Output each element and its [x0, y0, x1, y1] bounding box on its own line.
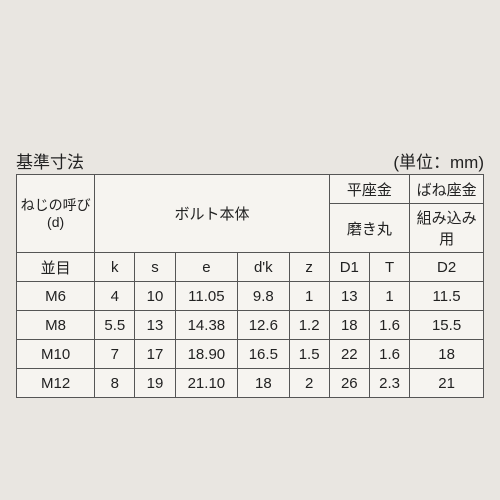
th-k: k	[95, 253, 135, 282]
th-kumikomi: 組み込み用	[410, 204, 484, 253]
th-coarse: 並目	[17, 253, 95, 282]
th-thread-l1: ねじの呼び	[21, 197, 91, 213]
table-row: M12 8 19 21.10 18 2 26 2.3 21	[17, 369, 484, 398]
th-e: e	[175, 253, 238, 282]
cell-z: 2	[289, 369, 329, 398]
th-migaki: 磨き丸	[329, 204, 409, 253]
cell-z: 1.2	[289, 311, 329, 340]
cell-dk: 18	[238, 369, 289, 398]
table-row: M6 4 10 11.05 9.8 1 13 1 11.5	[17, 282, 484, 311]
cell-D1: 18	[329, 311, 369, 340]
cell-s: 13	[135, 311, 175, 340]
th-D1: D1	[329, 253, 369, 282]
th-D2: D2	[410, 253, 484, 282]
th-spring-washer: ばね座金	[410, 175, 484, 204]
header-row: 基準寸法 (単位：mm)	[16, 148, 484, 173]
cell-k: 5.5	[95, 311, 135, 340]
cell-k: 8	[95, 369, 135, 398]
cell-s: 10	[135, 282, 175, 311]
th-flat-washer: 平座金	[329, 175, 409, 204]
spec-table: ねじの呼び (d) ボルト本体 平座金 ばね座金 磨き丸 組み込み用 並目 k …	[16, 174, 484, 398]
th-bolt-body: ボルト本体	[95, 175, 330, 253]
cell-D2: 21	[410, 369, 484, 398]
table-head: ねじの呼び (d) ボルト本体 平座金 ばね座金 磨き丸 組み込み用 並目 k …	[17, 175, 484, 282]
cell-z: 1.5	[289, 340, 329, 369]
cell-T: 2.3	[369, 369, 409, 398]
cell-e: 21.10	[175, 369, 238, 398]
cell-e: 14.38	[175, 311, 238, 340]
cell-D2: 11.5	[410, 282, 484, 311]
th-s: s	[135, 253, 175, 282]
th-T: T	[369, 253, 409, 282]
cell-D2: 15.5	[410, 311, 484, 340]
canvas: 基準寸法 (単位：mm) ねじの呼び (d) ボルト本体 平座金 ばね座金	[0, 0, 500, 500]
table-body: M6 4 10 11.05 9.8 1 13 1 11.5 M8 5.5 13 …	[17, 282, 484, 398]
cell-e: 11.05	[175, 282, 238, 311]
cell-d: M12	[17, 369, 95, 398]
cell-d: M8	[17, 311, 95, 340]
cell-e: 18.90	[175, 340, 238, 369]
title-text: 基準寸法	[16, 148, 84, 173]
cell-D1: 26	[329, 369, 369, 398]
unit-text: (単位：mm)	[393, 148, 484, 173]
cell-D1: 22	[329, 340, 369, 369]
cell-d: M10	[17, 340, 95, 369]
th-thread: ねじの呼び (d)	[17, 175, 95, 253]
cell-T: 1.6	[369, 311, 409, 340]
cell-k: 4	[95, 282, 135, 311]
cell-s: 17	[135, 340, 175, 369]
th-thread-l2: (d)	[47, 214, 64, 230]
cell-s: 19	[135, 369, 175, 398]
th-z: z	[289, 253, 329, 282]
cell-z: 1	[289, 282, 329, 311]
cell-dk: 16.5	[238, 340, 289, 369]
table-row: M8 5.5 13 14.38 12.6 1.2 18 1.6 15.5	[17, 311, 484, 340]
cell-k: 7	[95, 340, 135, 369]
cell-D1: 13	[329, 282, 369, 311]
cell-d: M6	[17, 282, 95, 311]
th-dk: d'k	[238, 253, 289, 282]
table-row: M10 7 17 18.90 16.5 1.5 22 1.6 18	[17, 340, 484, 369]
cell-T: 1	[369, 282, 409, 311]
cell-dk: 12.6	[238, 311, 289, 340]
spec-table-wrap: ねじの呼び (d) ボルト本体 平座金 ばね座金 磨き丸 組み込み用 並目 k …	[16, 174, 484, 398]
cell-T: 1.6	[369, 340, 409, 369]
cell-D2: 18	[410, 340, 484, 369]
cell-dk: 9.8	[238, 282, 289, 311]
